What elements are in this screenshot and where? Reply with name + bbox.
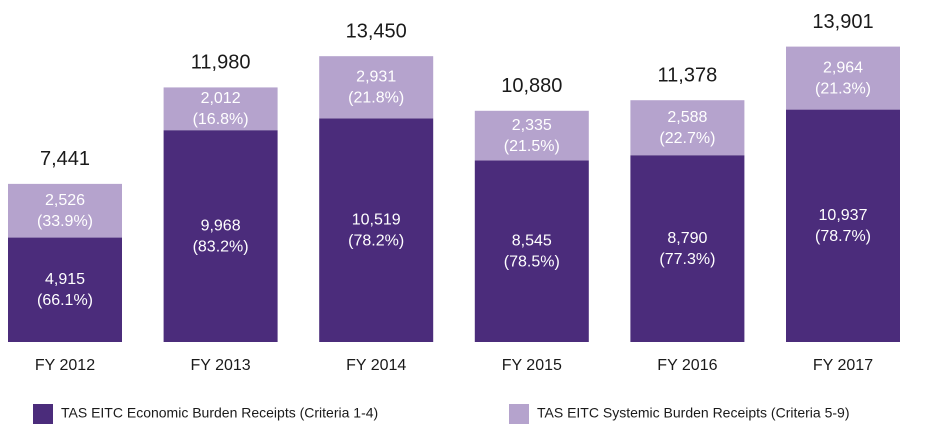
bar-segment	[786, 109, 900, 343]
legend-label: TAS EITC Economic Burden Receipts (Crite…	[61, 405, 378, 421]
x-tick-label: FY 2015	[502, 357, 562, 374]
bar-segment	[8, 183, 122, 238]
bar-segment	[163, 130, 278, 342]
percent-label: (16.8%)	[193, 111, 249, 128]
value-label: 2,012	[201, 90, 241, 107]
value-label: 2,931	[356, 69, 396, 86]
value-label: 10,937	[819, 207, 868, 224]
value-label: 4,915	[45, 271, 85, 288]
bar-segment	[474, 160, 589, 342]
value-label: 2,526	[45, 192, 85, 209]
total-label: 10,880	[501, 75, 562, 97]
bar-segment	[630, 100, 745, 156]
percent-label: (83.2%)	[193, 238, 249, 255]
bar-segment	[474, 110, 589, 161]
total-label: 11,980	[191, 52, 251, 74]
value-label: 8,790	[667, 230, 707, 247]
x-tick-label: FY 2013	[190, 357, 250, 374]
x-tick-label: FY 2016	[657, 357, 717, 374]
percent-label: (22.7%)	[659, 130, 715, 147]
percent-label: (66.1%)	[37, 292, 93, 309]
percent-label: (21.5%)	[504, 138, 560, 155]
percent-label: (21.3%)	[815, 80, 871, 97]
value-label: 2,964	[823, 59, 863, 76]
percent-label: (78.2%)	[348, 232, 404, 249]
total-label: 7,441	[40, 148, 90, 170]
total-label: 13,901	[812, 11, 873, 33]
percent-label: (33.9%)	[37, 213, 93, 230]
x-tick-label: FY 2012	[35, 357, 95, 374]
percent-label: (77.3%)	[659, 251, 715, 268]
bar-segment	[319, 118, 434, 342]
percent-label: (78.7%)	[815, 228, 871, 245]
bar-segment	[319, 56, 434, 119]
legend-label: TAS EITC Systemic Burden Receipts (Crite…	[537, 405, 850, 421]
x-tick-label: FY 2017	[813, 357, 873, 374]
value-label: 10,519	[352, 211, 401, 228]
bar-segment	[786, 46, 900, 110]
legend-swatch	[509, 404, 529, 424]
x-tick-label: FY 2014	[346, 357, 406, 374]
total-label: 13,450	[346, 20, 407, 42]
legend-swatch	[33, 404, 53, 424]
bar-segment	[163, 87, 278, 131]
value-label: 2,335	[512, 117, 552, 134]
value-label: 9,968	[201, 217, 241, 234]
total-label: 11,378	[658, 64, 718, 86]
value-label: 2,588	[667, 109, 707, 126]
bar-segment	[630, 155, 745, 342]
bar-segment	[8, 237, 122, 342]
value-label: 8,545	[512, 232, 552, 249]
percent-label: (21.8%)	[348, 90, 404, 107]
percent-label: (78.5%)	[504, 253, 560, 270]
